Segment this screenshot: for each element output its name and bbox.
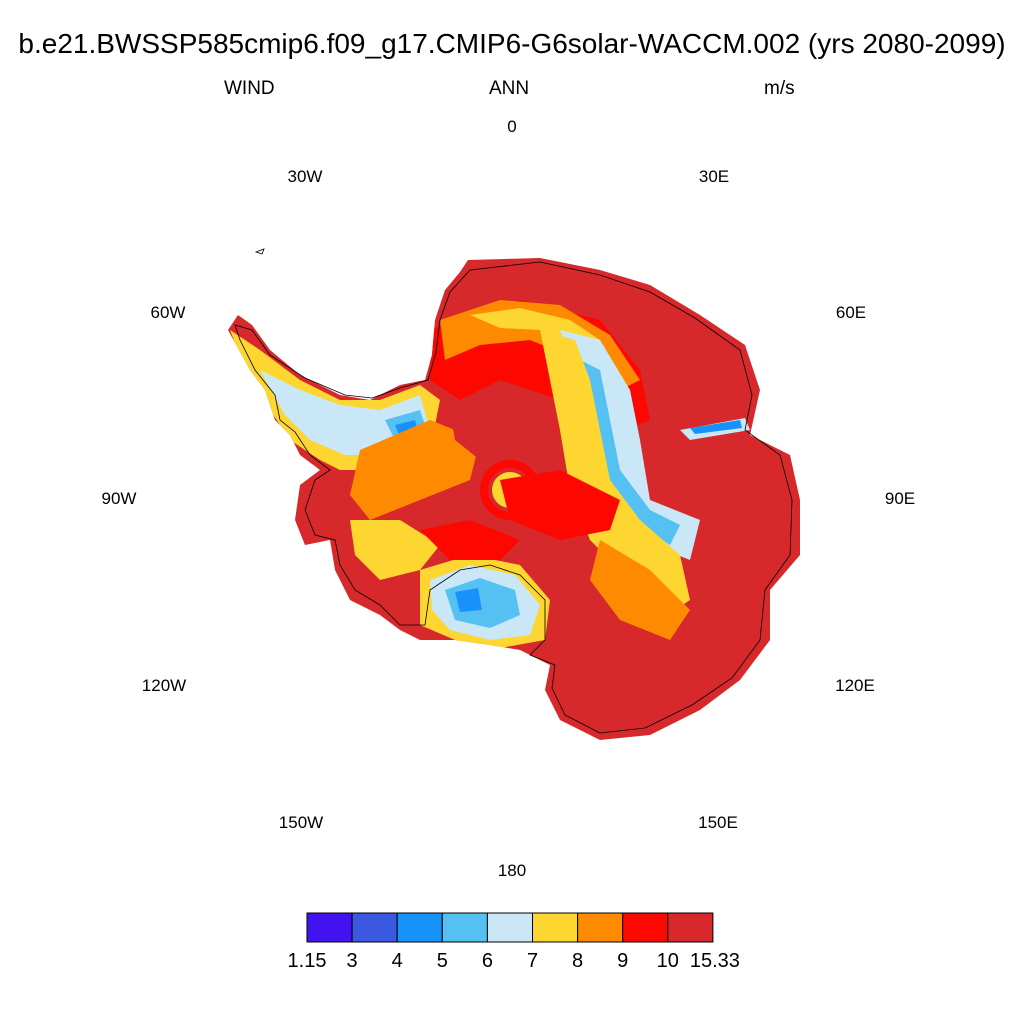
wind-band-amery-blue: [690, 420, 742, 434]
wind-band-interior-orange: [350, 420, 480, 520]
lon-label-120e: 120E: [835, 676, 875, 695]
variable-label: WIND: [224, 78, 275, 99]
colorbar-label-4: 6: [482, 950, 493, 972]
lon-label-90w: 90W: [102, 489, 137, 508]
lon-label-30e: 30E: [699, 167, 729, 186]
colorbar-label-8: 10: [657, 950, 679, 972]
lon-label-30w: 30W: [288, 167, 323, 186]
colorbar-box-0: [306, 912, 353, 943]
lon-label-150e: 150E: [698, 813, 738, 832]
colorbar-label-2: 4: [392, 950, 403, 972]
colorbar-box-2: [396, 912, 443, 943]
wind-band-pole-red: [450, 400, 540, 460]
lon-label-0: 0: [507, 117, 516, 136]
lon-label-180: 180: [498, 861, 526, 880]
colorbar-box-1: [351, 912, 398, 943]
colorbar-label-5: 7: [527, 950, 538, 972]
colorbar-label-0: 1.15: [288, 950, 327, 972]
colorbar-box-4: [486, 912, 533, 943]
lon-label-150w: 150W: [279, 813, 323, 832]
plot-title: b.e21.BWSSP585cmip6.f09_g17.CMIP6-G6sola…: [18, 28, 1006, 59]
colorbar-label-1: 3: [347, 950, 358, 972]
island-south-shetland: [254, 248, 265, 255]
wind-band-blue-arc: [580, 360, 680, 545]
colorbar-labels: 1.15 3 4 5 6 7 8 9 10 15.33: [288, 950, 740, 972]
wind-band-ross-dark: [455, 588, 482, 612]
coastline: [234, 261, 793, 734]
wind-band-yellow-arc: [540, 330, 690, 620]
wind-band-orange-east: [590, 540, 690, 640]
season-label: ANN: [489, 78, 530, 99]
wind-band-east-red: [500, 470, 620, 540]
colorbar-box-6: [577, 912, 624, 943]
wind-field: [228, 258, 800, 740]
colorbar-box-7: [622, 912, 669, 943]
lon-label-90e: 90E: [885, 489, 915, 508]
colorbar-box-8: [667, 912, 714, 943]
colorbar-box-5: [532, 912, 579, 943]
longitude-labels: 0 30E 60E 90E 120E 150E 180 150W 120W 90…: [102, 117, 916, 880]
colorbar: 1.15 3 4 5 6 7 8 9 10 15.33: [288, 912, 740, 972]
colorbar-label-3: 5: [437, 950, 448, 972]
units-label: m/s: [764, 78, 795, 99]
colorbar-boxes: [306, 912, 714, 943]
colorbar-box-3: [441, 912, 488, 943]
lon-label-120w: 120W: [142, 676, 186, 695]
wind-band-south-red: [420, 520, 520, 560]
wind-band-interior-yellow: [350, 520, 440, 580]
lon-label-60e: 60E: [836, 303, 866, 322]
colorbar-label-6: 8: [572, 950, 583, 972]
colorbar-label-9: 15.33: [690, 950, 740, 972]
lon-label-60w: 60W: [151, 303, 186, 322]
colorbar-label-7: 9: [617, 950, 628, 972]
wind-band-peninsula-light: [260, 370, 430, 455]
